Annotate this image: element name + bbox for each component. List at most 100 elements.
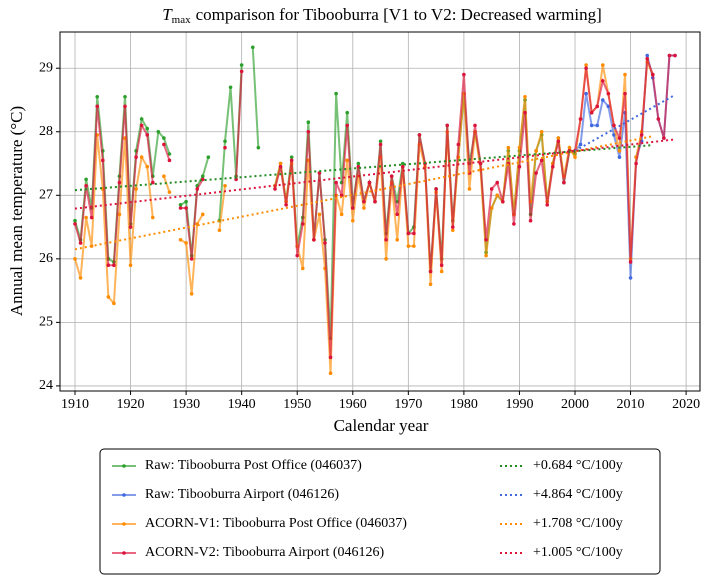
data-point (95, 95, 100, 99)
data-point (517, 164, 522, 169)
data-point (645, 53, 650, 58)
data-point (150, 215, 155, 220)
data-point (589, 110, 594, 115)
data-point (384, 237, 388, 242)
data-point (134, 187, 138, 191)
data-point (589, 123, 594, 128)
legend-label: +4.864 °C/100y (533, 487, 623, 502)
data-point (495, 193, 500, 198)
data-point (650, 72, 655, 77)
legend-label: Raw: Tibooburra Post Office (046037) (145, 458, 362, 473)
data-point (112, 301, 116, 306)
data-point (523, 110, 527, 115)
data-point (312, 237, 316, 242)
data-point (417, 133, 422, 137)
data-point (150, 180, 155, 185)
data-point (78, 276, 83, 280)
data-point (362, 199, 366, 204)
data-point (578, 142, 583, 147)
data-point (656, 117, 661, 121)
data-point (595, 104, 600, 109)
series-line (74, 61, 654, 374)
data-point (250, 45, 255, 50)
data-point (600, 79, 605, 83)
data-point (539, 129, 544, 134)
data-point (584, 63, 588, 67)
data-point (73, 257, 77, 261)
data-point (534, 171, 538, 175)
data-point (134, 155, 138, 159)
legend-label: +1.708 °C/100y (533, 516, 623, 531)
data-point (612, 123, 616, 128)
data-point (584, 66, 588, 71)
trend-line (74, 144, 653, 192)
data-point (106, 263, 111, 267)
data-point (634, 161, 638, 166)
data-point (628, 260, 633, 264)
data-point (345, 158, 350, 163)
data-point (428, 282, 433, 287)
x-tick-label: 1920 (117, 397, 145, 412)
data-point (306, 120, 311, 125)
title-text: comparison for Tibooburra [V1 to V2: Dec… (196, 5, 602, 24)
data-point (456, 142, 461, 147)
data-point (278, 164, 283, 169)
data-point (484, 253, 488, 258)
data-point (195, 187, 200, 191)
data-point (428, 269, 433, 274)
y-tick-label: 27 (39, 188, 53, 203)
data-point (462, 72, 466, 77)
data-point (617, 155, 622, 159)
data-point (306, 129, 311, 134)
data-point (367, 180, 372, 185)
data-point (400, 164, 405, 169)
data-point (139, 155, 144, 159)
data-point (539, 158, 544, 163)
data-point (400, 161, 405, 166)
data-point (378, 139, 383, 144)
data-point (84, 215, 88, 220)
legend-marker (122, 522, 126, 526)
y-tick-label: 25 (39, 315, 53, 330)
data-point (223, 183, 227, 188)
data-point (239, 63, 244, 67)
legend-marker (122, 493, 126, 497)
data-point (450, 225, 455, 229)
data-point (434, 187, 438, 191)
data-point (556, 136, 561, 140)
data-point (600, 98, 605, 102)
data-point (450, 228, 455, 233)
legend-marker (122, 464, 126, 468)
data-point (123, 95, 127, 99)
data-point (106, 295, 111, 299)
y-tick-label: 28 (39, 124, 53, 139)
legend-marker (122, 551, 126, 555)
data-point (284, 203, 288, 207)
data-point (162, 136, 166, 140)
x-tick-label: 2010 (617, 397, 645, 412)
x-tick-label: 1940 (228, 397, 256, 412)
data-point (578, 117, 583, 121)
data-point (228, 85, 233, 90)
data-point (145, 164, 150, 169)
x-tick-label: 2020 (672, 397, 700, 412)
data-point (573, 155, 577, 159)
data-point (395, 237, 400, 242)
data-point (123, 104, 127, 109)
data-point (439, 269, 444, 274)
data-point (189, 257, 194, 261)
data-point (389, 174, 394, 179)
data-point (178, 237, 183, 242)
trend-line (74, 135, 653, 251)
data-point (178, 206, 183, 210)
trend-line (74, 138, 676, 210)
data-point (206, 155, 211, 159)
data-point (328, 371, 333, 376)
data-point (139, 117, 144, 121)
data-point (378, 142, 383, 147)
data-point (78, 241, 83, 245)
data-point (606, 104, 611, 109)
data-point (167, 190, 172, 194)
data-point (167, 158, 172, 163)
legend-box (99, 448, 661, 575)
